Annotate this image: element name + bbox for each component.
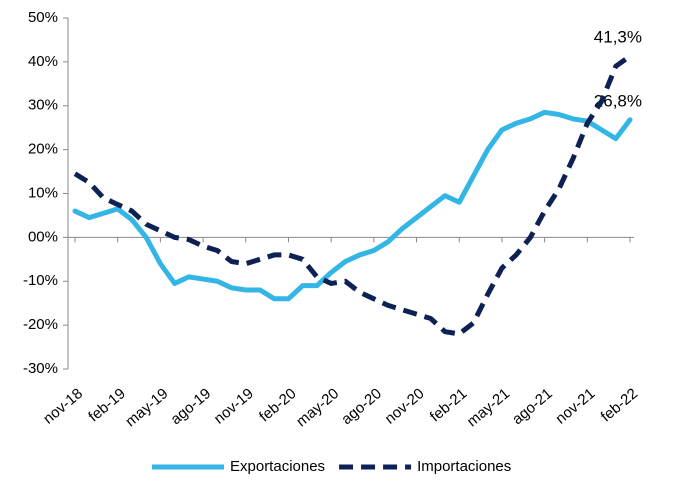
legend-label: Exportaciones bbox=[230, 458, 325, 475]
x-tick-label: nov-21 bbox=[552, 385, 598, 428]
x-tick-label: feb-22 bbox=[598, 385, 642, 425]
y-tick-label: 40% bbox=[28, 53, 58, 70]
x-tick-label: feb-19 bbox=[85, 385, 129, 425]
legend-label: Importaciones bbox=[417, 458, 511, 475]
x-tick-label: ago-21 bbox=[509, 385, 556, 428]
y-tick-label: 00% bbox=[28, 228, 58, 245]
line-series bbox=[73, 54, 632, 337]
y-tick-label: 10% bbox=[28, 184, 58, 201]
data-label: 26,8% bbox=[594, 91, 642, 110]
data-label: 41,3% bbox=[594, 28, 642, 47]
y-tick-label: -20% bbox=[23, 316, 58, 333]
line-series bbox=[72, 109, 633, 302]
x-tick-label: feb-21 bbox=[427, 385, 471, 425]
y-tick-label: -30% bbox=[23, 360, 58, 377]
y-tick-label: 30% bbox=[28, 97, 58, 114]
x-tick-label: nov-19 bbox=[211, 385, 257, 428]
x-tick-label: may-20 bbox=[293, 385, 342, 430]
y-tick-label: 20% bbox=[28, 141, 58, 158]
x-tick-label: may-21 bbox=[464, 385, 513, 430]
y-tick-label: 50% bbox=[28, 9, 58, 26]
x-tick-label: nov-20 bbox=[382, 385, 428, 428]
x-tick-label: nov-18 bbox=[40, 385, 86, 428]
y-tick-label: -10% bbox=[23, 272, 58, 289]
x-tick-label: may-19 bbox=[122, 385, 171, 430]
x-tick-label: ago-20 bbox=[338, 385, 385, 428]
x-tick-label: ago-19 bbox=[167, 385, 214, 428]
x-tick-label: feb-20 bbox=[256, 385, 300, 425]
